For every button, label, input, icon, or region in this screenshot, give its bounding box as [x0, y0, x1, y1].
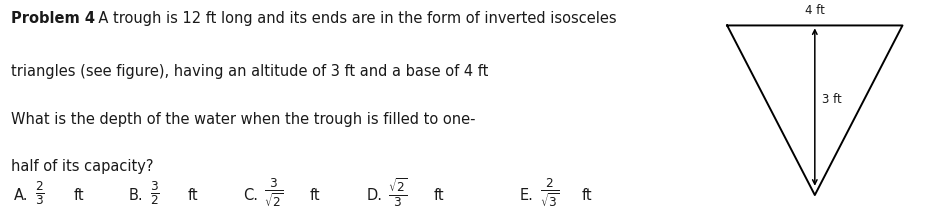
- Text: $\frac{\sqrt{2}}{3}$: $\frac{\sqrt{2}}{3}$: [387, 177, 407, 209]
- Text: . A trough is 12 ft long and its ends are in the form of inverted isosceles: . A trough is 12 ft long and its ends ar…: [89, 11, 616, 26]
- Text: What is the depth of the water when the trough is filled to one-: What is the depth of the water when the …: [11, 112, 475, 127]
- Text: $\frac{2}{3}$: $\frac{2}{3}$: [35, 179, 45, 207]
- Text: ft: ft: [309, 188, 320, 202]
- Text: E.: E.: [519, 188, 533, 202]
- Text: $\frac{3}{\sqrt{2}}$: $\frac{3}{\sqrt{2}}$: [264, 177, 284, 209]
- Text: B.: B.: [129, 188, 143, 202]
- Text: Problem 4: Problem 4: [11, 11, 95, 26]
- Text: C.: C.: [243, 188, 258, 202]
- Text: 3 ft: 3 ft: [822, 93, 842, 106]
- Text: half of its capacity?: half of its capacity?: [11, 159, 154, 174]
- Text: ft: ft: [73, 188, 84, 202]
- Text: $\frac{3}{2}$: $\frac{3}{2}$: [149, 179, 159, 207]
- Text: ft: ft: [581, 188, 591, 202]
- Text: ft: ft: [433, 188, 444, 202]
- Text: ft: ft: [188, 188, 198, 202]
- Text: $\frac{2}{\sqrt{3}}$: $\frac{2}{\sqrt{3}}$: [540, 177, 560, 209]
- Text: D.: D.: [367, 188, 383, 202]
- Text: triangles (see figure), having an altitude of 3 ft and a base of 4 ft: triangles (see figure), having an altitu…: [11, 64, 488, 79]
- Text: 4 ft: 4 ft: [804, 4, 823, 17]
- Text: A.: A.: [14, 188, 29, 202]
